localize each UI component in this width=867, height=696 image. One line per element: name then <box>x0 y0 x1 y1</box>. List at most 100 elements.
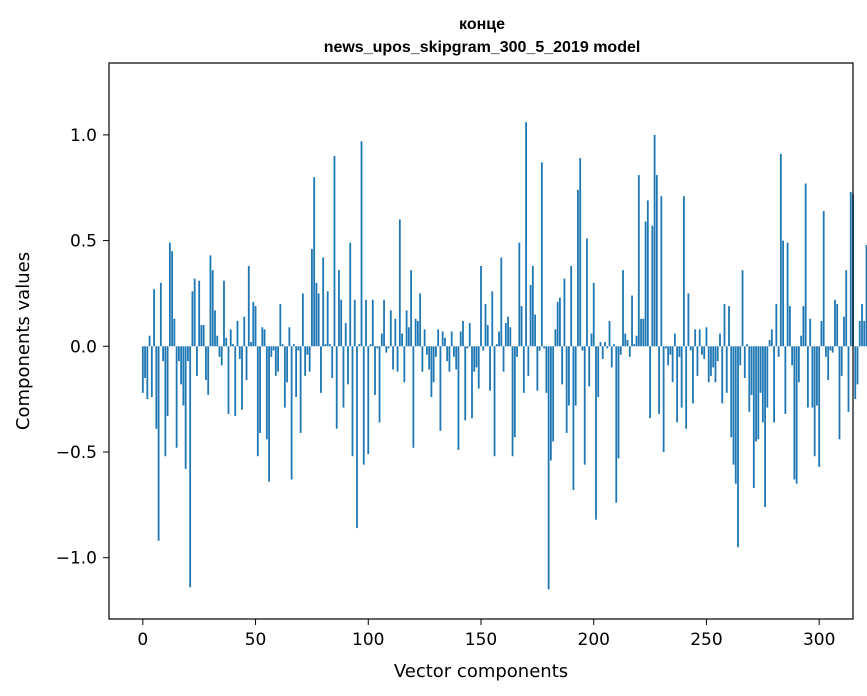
bar-162 <box>507 316 509 347</box>
bar-285 <box>784 346 787 414</box>
bar-264 <box>737 346 739 548</box>
bar-233 <box>667 346 670 366</box>
bar-169 <box>522 346 525 393</box>
bar-216 <box>628 346 631 357</box>
bar-89 <box>342 346 345 408</box>
bar-61 <box>279 304 282 347</box>
bar-24 <box>196 346 198 376</box>
bar-256 <box>719 333 721 347</box>
x-tick-label: 100 <box>352 630 384 650</box>
bar-225 <box>649 346 651 419</box>
bar-226 <box>651 225 654 347</box>
bar-37 <box>225 337 228 347</box>
bar-103 <box>374 346 376 395</box>
bar-282 <box>777 346 780 357</box>
bars-group <box>141 122 867 590</box>
bar-321 <box>865 244 867 347</box>
bar-102 <box>371 299 374 347</box>
bar-1 <box>144 346 146 378</box>
y-axis-ticks: −1.0 −0.5 0.0 0.5 1.0 <box>56 126 109 569</box>
bar-249 <box>703 346 706 359</box>
bar-68 <box>295 346 298 398</box>
bar-115 <box>401 333 403 347</box>
bar-119 <box>410 270 413 347</box>
bar-222 <box>642 318 645 347</box>
bar-228 <box>655 175 658 347</box>
bar-159 <box>500 257 503 347</box>
bar-297 <box>811 346 814 408</box>
bar-27 <box>202 325 205 347</box>
bar-129 <box>432 346 435 383</box>
bar-276 <box>764 346 766 507</box>
bar-320 <box>863 320 866 347</box>
bar-153 <box>486 325 489 347</box>
bar-250 <box>705 327 708 347</box>
bar-120 <box>412 346 415 448</box>
bar-21 <box>189 346 192 588</box>
bar-58 <box>272 346 275 351</box>
bar-293 <box>802 306 805 347</box>
bar-193 <box>577 189 579 347</box>
bar-12 <box>168 242 171 347</box>
bar-80 <box>322 257 325 347</box>
bar-9 <box>162 346 165 362</box>
bar-156 <box>493 346 496 457</box>
bar-117 <box>405 310 408 347</box>
bar-0 <box>141 346 144 393</box>
bar-236 <box>673 333 676 347</box>
bar-34 <box>218 346 221 357</box>
bar-176 <box>538 346 541 351</box>
bar-234 <box>669 346 672 355</box>
bar-188 <box>565 346 568 433</box>
bar-67 <box>292 344 295 347</box>
bar-128 <box>430 346 433 398</box>
bar-138 <box>453 346 455 357</box>
bar-258 <box>723 304 726 347</box>
bar-196 <box>583 346 586 465</box>
bar-290 <box>795 346 798 484</box>
bar-230 <box>660 196 663 347</box>
bar-140 <box>457 346 460 450</box>
bar-59 <box>274 346 277 376</box>
x-tick-label: 150 <box>465 630 497 650</box>
bar-60 <box>277 346 279 372</box>
bar-211 <box>617 346 620 459</box>
y-tick-label: 0.5 <box>70 232 97 252</box>
bar-171 <box>527 346 530 376</box>
bar-248 <box>701 346 703 355</box>
bar-98 <box>362 346 365 465</box>
bar-251 <box>707 346 710 383</box>
bar-71 <box>301 293 304 347</box>
bar-45 <box>243 316 246 347</box>
bar-63 <box>283 346 286 408</box>
bar-198 <box>588 346 591 387</box>
bar-172 <box>529 284 532 347</box>
bar-219 <box>635 335 638 347</box>
bar-14 <box>173 318 176 347</box>
bar-301 <box>820 320 823 347</box>
bar-273 <box>757 346 760 440</box>
bar-175 <box>536 346 539 391</box>
bar-101 <box>369 344 372 347</box>
bar-240 <box>683 196 685 347</box>
bar-7 <box>157 346 160 541</box>
bar-106 <box>380 333 383 347</box>
bar-35 <box>220 346 223 366</box>
bar-262 <box>732 346 735 465</box>
bar-113 <box>396 346 399 372</box>
bar-85 <box>333 156 336 347</box>
bar-132 <box>439 346 442 431</box>
bar-263 <box>734 346 737 484</box>
bar-183 <box>554 329 557 347</box>
bar-296 <box>809 318 812 347</box>
bar-168 <box>520 306 523 347</box>
bar-313 <box>847 346 850 412</box>
bar-208 <box>610 346 613 368</box>
bar-146 <box>471 346 473 419</box>
bar-177 <box>540 162 543 347</box>
bar-15 <box>175 346 178 448</box>
bar-295 <box>807 346 809 408</box>
bar-218 <box>633 344 636 347</box>
bar-92 <box>349 242 352 347</box>
bar-266 <box>741 270 744 347</box>
